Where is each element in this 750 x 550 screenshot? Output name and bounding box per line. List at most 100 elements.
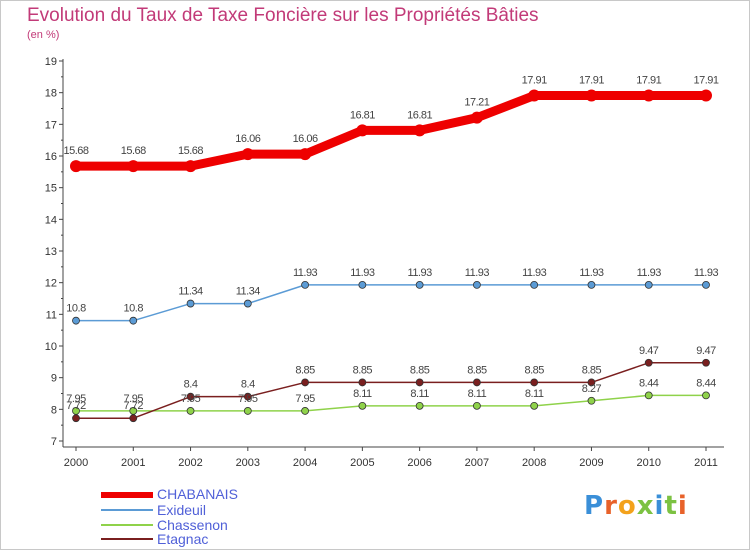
data-label: 11.93 bbox=[293, 267, 318, 279]
y-tick-label: 18 bbox=[45, 88, 57, 100]
data-label: 8.4 bbox=[241, 379, 255, 391]
data-label: 8.11 bbox=[353, 388, 372, 400]
data-label: 16.06 bbox=[293, 133, 318, 145]
x-tick-label: 2001 bbox=[121, 457, 145, 469]
data-label: 8.11 bbox=[525, 388, 544, 400]
data-point bbox=[243, 407, 252, 415]
data-point bbox=[72, 316, 80, 325]
data-label: 8.85 bbox=[467, 364, 487, 376]
data-label: 15.68 bbox=[178, 145, 203, 157]
data-label: 8.11 bbox=[468, 388, 487, 400]
data-point bbox=[700, 89, 712, 102]
data-label: 17.21 bbox=[464, 97, 489, 109]
data-point bbox=[241, 148, 254, 161]
data-point bbox=[299, 148, 312, 161]
legend-label-chabanais: CHABANAIS bbox=[157, 486, 238, 502]
chart-unit-label: (en %) bbox=[27, 29, 60, 41]
legend-item-exideuil: Exideuil bbox=[101, 502, 321, 518]
chart-title: Evolution du Taux de Taxe Foncière sur l… bbox=[27, 5, 539, 26]
data-label: 8.44 bbox=[696, 377, 716, 389]
x-tick-label: 2011 bbox=[694, 457, 718, 469]
legend-swatch-exideuil bbox=[101, 509, 153, 511]
y-tick-label: 9 bbox=[51, 373, 57, 385]
data-label: 16.81 bbox=[407, 109, 432, 121]
series-line bbox=[75, 284, 707, 322]
x-tick-label: 2004 bbox=[293, 457, 317, 469]
data-point bbox=[587, 280, 596, 289]
data-label: 11.93 bbox=[522, 267, 547, 279]
data-point bbox=[473, 280, 481, 289]
data-point bbox=[72, 414, 80, 423]
data-label: 8.44 bbox=[639, 377, 659, 389]
data-label: 10.8 bbox=[124, 303, 144, 315]
data-point bbox=[186, 407, 195, 415]
data-point bbox=[644, 358, 653, 367]
data-label: 8.85 bbox=[524, 364, 544, 376]
series-line bbox=[75, 362, 707, 419]
data-label: 11.93 bbox=[350, 267, 375, 279]
series-line bbox=[75, 394, 707, 412]
data-point bbox=[356, 124, 369, 137]
data-point bbox=[415, 401, 424, 410]
legend-item-chabanais: CHABANAIS bbox=[101, 486, 321, 502]
data-label: 8.27 bbox=[582, 383, 602, 395]
data-label: 17.91 bbox=[579, 75, 604, 87]
legend-swatch-chabanais bbox=[101, 492, 153, 498]
data-label: 8.85 bbox=[353, 364, 373, 376]
data-point bbox=[470, 111, 483, 124]
data-point bbox=[184, 160, 197, 173]
data-label: 16.81 bbox=[350, 109, 375, 121]
data-label: 11.93 bbox=[579, 267, 604, 279]
data-label: 11.93 bbox=[637, 267, 662, 279]
y-tick-label: 17 bbox=[45, 119, 57, 131]
data-point bbox=[415, 378, 424, 387]
data-point bbox=[587, 378, 596, 387]
legend-label-exideuil: Exideuil bbox=[157, 502, 207, 518]
x-tick-label: 2007 bbox=[465, 457, 489, 469]
data-label: 9.47 bbox=[696, 345, 716, 357]
data-point bbox=[301, 407, 309, 415]
legend-item-etagnac: Etagnac bbox=[101, 531, 321, 547]
x-tick-label: 2006 bbox=[407, 457, 431, 469]
data-label: 7.72 bbox=[124, 400, 144, 412]
data-label: 11.93 bbox=[408, 267, 433, 279]
data-point bbox=[186, 392, 195, 401]
x-tick-label: 2003 bbox=[236, 457, 260, 469]
data-label: 11.93 bbox=[694, 267, 719, 279]
data-label: 15.68 bbox=[121, 145, 146, 157]
data-label: 17.91 bbox=[636, 75, 661, 87]
data-label: 7.72 bbox=[66, 400, 86, 412]
x-tick-label: 2009 bbox=[579, 457, 603, 469]
data-label: 11.34 bbox=[178, 286, 203, 298]
data-point bbox=[243, 299, 252, 308]
x-tick-label: 2005 bbox=[350, 457, 374, 469]
data-point bbox=[186, 299, 195, 308]
data-label: 17.91 bbox=[522, 75, 547, 87]
data-point bbox=[415, 280, 424, 289]
logo-letter: i bbox=[677, 491, 688, 521]
logo-letter: x bbox=[636, 491, 655, 521]
x-tick-label: 2008 bbox=[522, 457, 546, 469]
logo-letter: t bbox=[664, 491, 678, 521]
y-tick-label: 13 bbox=[45, 246, 57, 258]
data-point bbox=[473, 378, 481, 387]
y-tick-label: 15 bbox=[45, 183, 57, 195]
data-point bbox=[70, 160, 82, 173]
data-label: 9.47 bbox=[639, 345, 659, 357]
x-tick-label: 2010 bbox=[636, 457, 660, 469]
data-point bbox=[127, 160, 140, 173]
series-line bbox=[71, 91, 711, 171]
data-point bbox=[301, 280, 309, 289]
data-label: 11.34 bbox=[236, 286, 261, 298]
data-point bbox=[358, 280, 367, 289]
data-point bbox=[702, 391, 710, 400]
data-point bbox=[530, 401, 539, 410]
data-label: 7.95 bbox=[295, 393, 315, 405]
data-point bbox=[129, 316, 138, 325]
logo-letter: i bbox=[654, 491, 665, 521]
y-tick-label: 16 bbox=[45, 151, 57, 163]
data-point bbox=[702, 280, 710, 289]
logo-letter: r bbox=[604, 491, 618, 521]
